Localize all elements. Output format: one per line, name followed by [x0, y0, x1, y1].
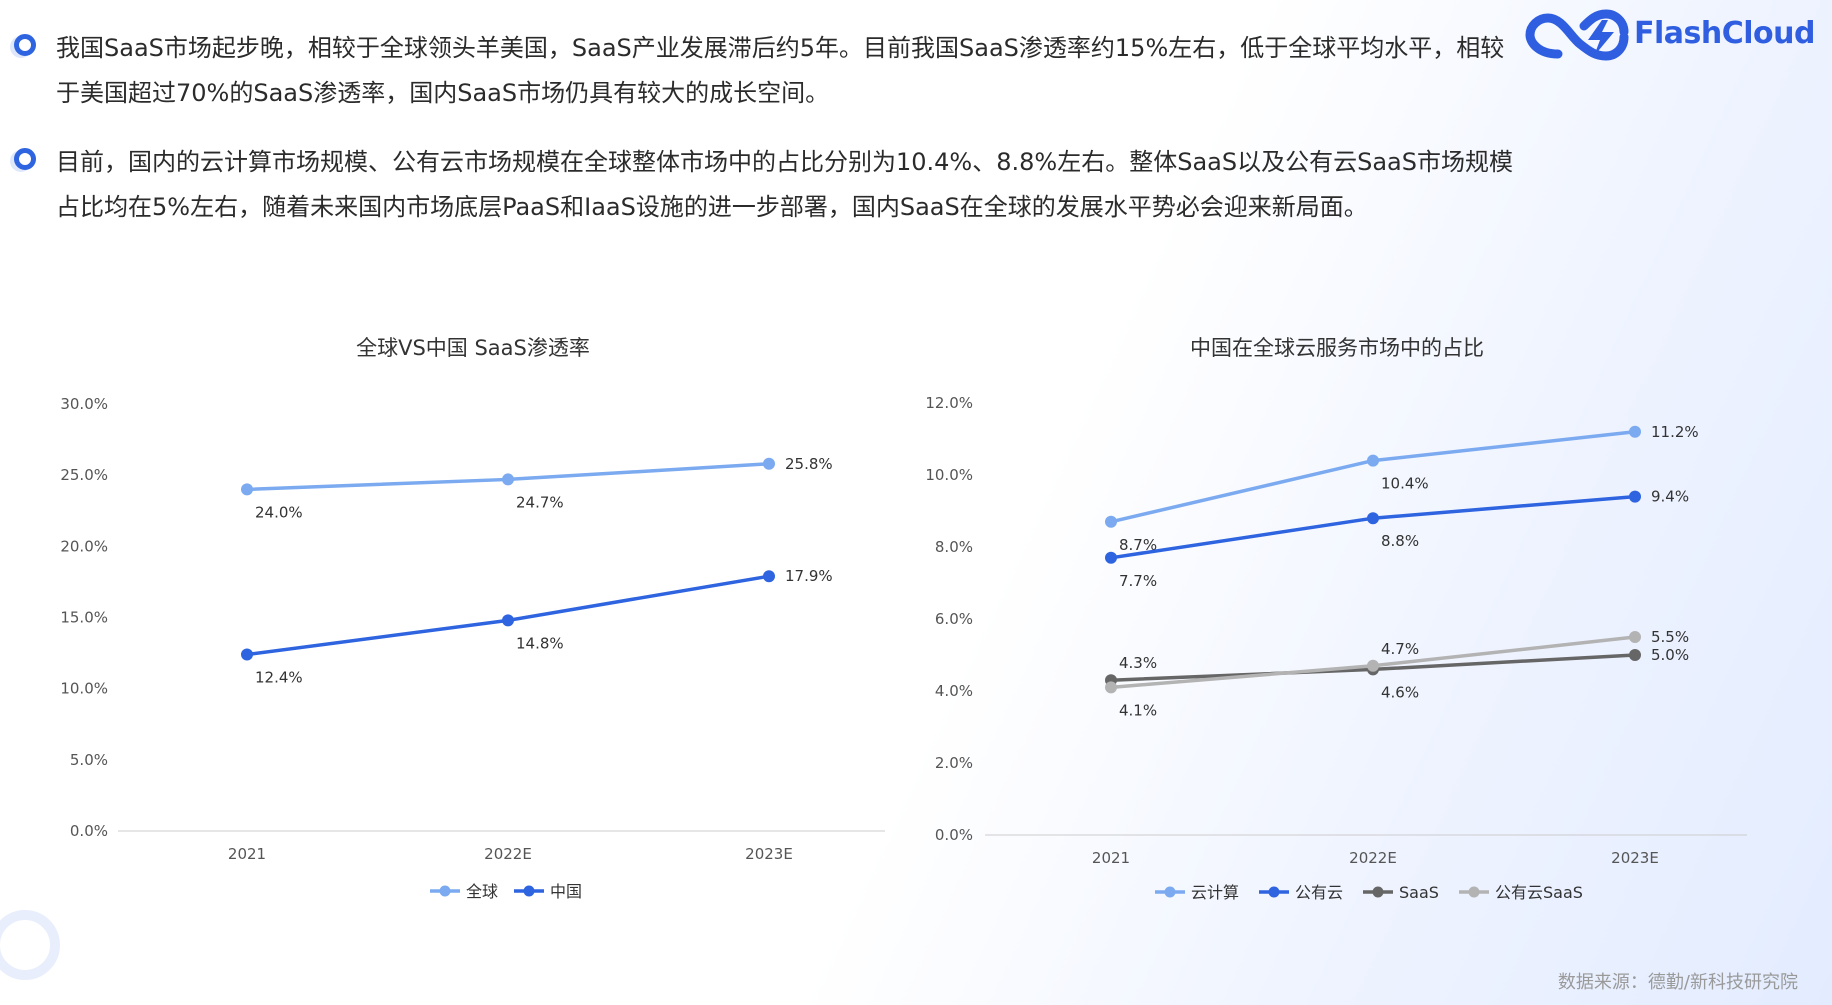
- legend-marker: [523, 885, 535, 897]
- data-label: 17.9%: [785, 567, 833, 585]
- data-label: 5.5%: [1651, 628, 1689, 646]
- legend-marker: [1372, 886, 1384, 898]
- legend-marker: [1468, 886, 1480, 898]
- series-line-公有云: [1110, 494, 1636, 560]
- data-label: 9.4%: [1651, 488, 1689, 506]
- data-point: [502, 614, 514, 627]
- data-point: [502, 473, 514, 486]
- legend-label: 公有云SaaS: [1495, 883, 1583, 902]
- data-label: 25.8%: [785, 455, 833, 473]
- y-tick-label: 0.0%: [70, 822, 108, 840]
- data-point: [1629, 649, 1641, 661]
- data-label: 4.7%: [1381, 640, 1419, 658]
- series-line-云计算: [1110, 430, 1636, 524]
- bullet-ring-icon: [14, 148, 36, 170]
- data-point: [1629, 631, 1641, 643]
- data-label: 24.7%: [516, 493, 564, 511]
- chart-title: 全球VS中国 SaaS渗透率: [356, 336, 590, 360]
- legend-label: SaaS: [1399, 883, 1439, 902]
- legend-label: 公有云: [1295, 883, 1343, 902]
- x-tick-label: 2021: [1092, 849, 1130, 867]
- data-label: 12.4%: [255, 669, 303, 687]
- y-tick-label: 20.0%: [60, 537, 108, 555]
- chart-china-cloud-share: 中国在全球云服务市场中的占比 0.0% 2.0% 4.0% 6.0% 8.0% 10.0% 1…: [925, 336, 1747, 902]
- infinity-lightning-logo-icon: [1525, 9, 1629, 61]
- data-point: [1105, 551, 1117, 564]
- data-point: [1629, 490, 1641, 503]
- data-label: 11.2%: [1651, 423, 1699, 441]
- data-label: 7.7%: [1119, 572, 1157, 590]
- legend-label: 全球: [466, 882, 498, 901]
- data-label: 4.3%: [1119, 654, 1157, 672]
- data-label: 4.6%: [1381, 683, 1419, 701]
- data-point: [1367, 454, 1379, 467]
- data-point: [763, 457, 775, 470]
- data-point: [1367, 512, 1379, 525]
- data-point: [241, 648, 253, 661]
- x-tick-label: 2022E: [484, 845, 532, 863]
- bullet-item-2: 目前，国内的云计算市场规模、公有云市场规模在全球整体市场中的占比分别为10.4%…: [14, 140, 1514, 230]
- data-label: 24.0%: [255, 503, 303, 521]
- data-point: [1105, 681, 1117, 694]
- data-point: [241, 483, 253, 496]
- data-label: 10.4%: [1381, 475, 1429, 493]
- bullet-ring-icon: [14, 34, 36, 56]
- bullet-text-1: 我国SaaS市场起步晚，相较于全球领头羊美国，SaaS产业发展滞后约5年。目前我…: [56, 34, 1505, 107]
- data-label: 4.1%: [1119, 701, 1157, 719]
- data-label: 14.8%: [516, 634, 564, 652]
- legend-marker: [1164, 886, 1176, 898]
- data-point: [763, 570, 775, 583]
- brand-name: FlashCloud: [1634, 16, 1815, 51]
- chart-global-vs-china-saas: 全球VS中国 SaaS渗透率 0.0% 5.0% 10.0% 15.0% 20.0% 25.…: [60, 336, 885, 901]
- y-tick-label: 15.0%: [60, 609, 108, 627]
- x-tick-label: 2023E: [745, 845, 793, 863]
- y-tick-label: 10.0%: [925, 466, 973, 484]
- y-tick-label: 6.0%: [935, 610, 973, 628]
- decorative-circle: [0, 910, 60, 980]
- y-tick-label: 12.0%: [925, 394, 973, 412]
- y-tick-label: 2.0%: [935, 754, 973, 772]
- y-tick-label: 25.0%: [60, 466, 108, 484]
- x-tick-label: 2022E: [1349, 849, 1397, 867]
- data-label: 5.0%: [1651, 646, 1689, 664]
- legend-marker: [439, 885, 451, 897]
- chart-title: 中国在全球云服务市场中的占比: [1190, 336, 1484, 360]
- data-point: [1629, 425, 1641, 438]
- data-label: 8.8%: [1381, 532, 1419, 550]
- y-tick-label: 0.0%: [935, 826, 973, 844]
- bullet-text-2: 目前，国内的云计算市场规模、公有云市场规模在全球整体市场中的占比分别为10.4%…: [56, 148, 1513, 221]
- y-tick-label: 8.0%: [935, 538, 973, 556]
- y-tick-label: 5.0%: [70, 751, 108, 769]
- data-source: 数据来源：德勤/新科技研究院: [1557, 972, 1798, 993]
- data-label: 8.7%: [1119, 536, 1157, 554]
- y-tick-label: 30.0%: [60, 395, 108, 413]
- x-tick-label: 2021: [228, 845, 266, 863]
- y-tick-label: 4.0%: [935, 682, 973, 700]
- legend-label: 云计算: [1191, 883, 1239, 902]
- y-tick-label: 10.0%: [60, 680, 108, 698]
- x-tick-label: 2023E: [1611, 849, 1659, 867]
- legend-label: 中国: [550, 882, 582, 901]
- data-point: [1367, 659, 1379, 672]
- legend-marker: [1268, 886, 1280, 898]
- bullet-item-1: 我国SaaS市场起步晚，相较于全球领头羊美国，SaaS产业发展滞后约5年。目前我…: [14, 26, 1514, 116]
- data-point: [1105, 515, 1117, 528]
